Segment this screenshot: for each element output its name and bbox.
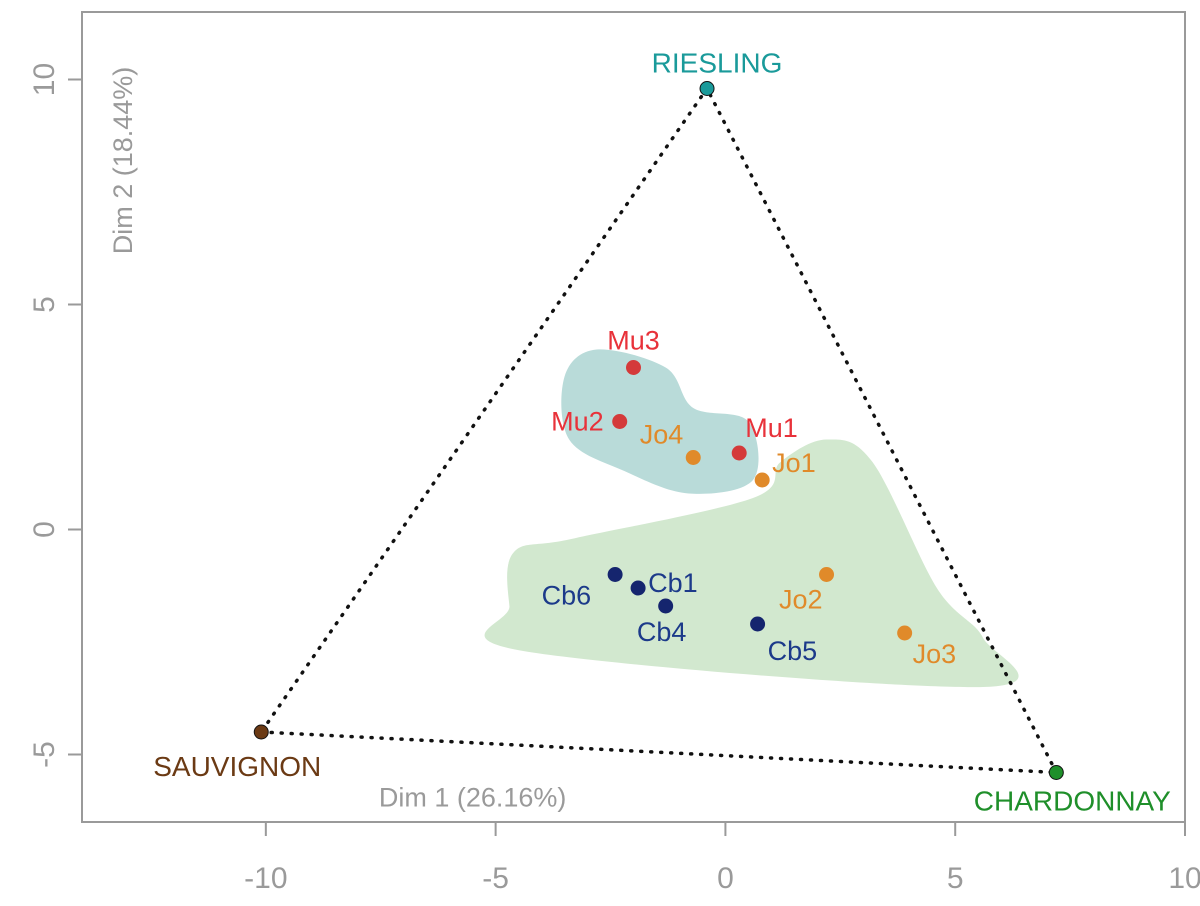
point-label-jo3: Jo3	[913, 639, 957, 669]
point-label-cb6: Cb6	[542, 581, 592, 611]
triangle-edge	[705, 86, 1059, 775]
y-tick-label: 10	[28, 63, 61, 96]
data-points: Mu3 Mu2 Mu1 Jo4 Jo1 Jo2 Jo3 Cb6 Cb1 Cb4 Cb5	[542, 326, 957, 670]
triangle-edge	[259, 730, 1059, 775]
vertex-label-sauvignon: SAUVIGNON	[153, 751, 321, 782]
vertex-label-riesling: RIESLING	[652, 48, 783, 79]
triangle-edge	[259, 86, 709, 734]
y-tick-label: 5	[28, 296, 61, 313]
triangle-edges	[259, 86, 1059, 775]
point-mu1	[731, 445, 747, 461]
point-mu3	[626, 360, 641, 375]
point-label-jo2: Jo2	[779, 585, 823, 615]
point-cb6	[607, 567, 623, 582]
group-regions	[484, 349, 1019, 688]
point-cb5	[750, 616, 766, 632]
point-jo1	[754, 472, 770, 488]
triangle-vertices: RIESLING SAUVIGNON CHARDONNAY	[153, 48, 1171, 817]
vertex-chardonnay	[1048, 765, 1064, 780]
x-tick-label: 10	[1168, 862, 1200, 895]
point-label-mu2: Mu2	[551, 407, 604, 437]
y-tick-label: 0	[28, 521, 61, 538]
point-label-mu1: Mu1	[745, 413, 798, 443]
region-1	[561, 349, 759, 494]
point-jo2	[819, 567, 835, 582]
point-label-cb5: Cb5	[768, 636, 818, 666]
x-tick-label: 5	[947, 862, 964, 895]
point-label-cb4: Cb4	[637, 617, 687, 647]
point-jo4	[685, 450, 701, 465]
point-label-cb1: Cb1	[648, 568, 698, 598]
axis-ticks: -10 -5 0 5 10 -5 0 5 10	[28, 63, 1200, 895]
vertex-sauvignon	[253, 724, 269, 740]
y-tick-label: -5	[28, 741, 61, 768]
point-cb1	[630, 580, 646, 596]
x-axis-title: Dim 1 (26.16%)	[379, 782, 567, 812]
x-tick-label: -5	[482, 862, 509, 895]
point-mu2	[612, 414, 628, 429]
plot-frame	[81, 11, 1186, 823]
vertex-label-chardonnay: CHARDONNAY	[974, 786, 1171, 817]
point-label-jo1: Jo1	[772, 448, 816, 478]
point-label-mu3: Mu3	[607, 326, 660, 356]
x-tick-label: 0	[717, 862, 734, 895]
point-label-jo4: Jo4	[640, 420, 684, 450]
x-tick-label: -10	[244, 862, 287, 895]
region-2	[484, 439, 1019, 688]
vertex-riesling	[699, 81, 715, 96]
y-axis-title: Dim 2 (18.44%)	[108, 67, 138, 255]
point-jo3	[897, 625, 913, 641]
point-cb4	[658, 598, 674, 614]
